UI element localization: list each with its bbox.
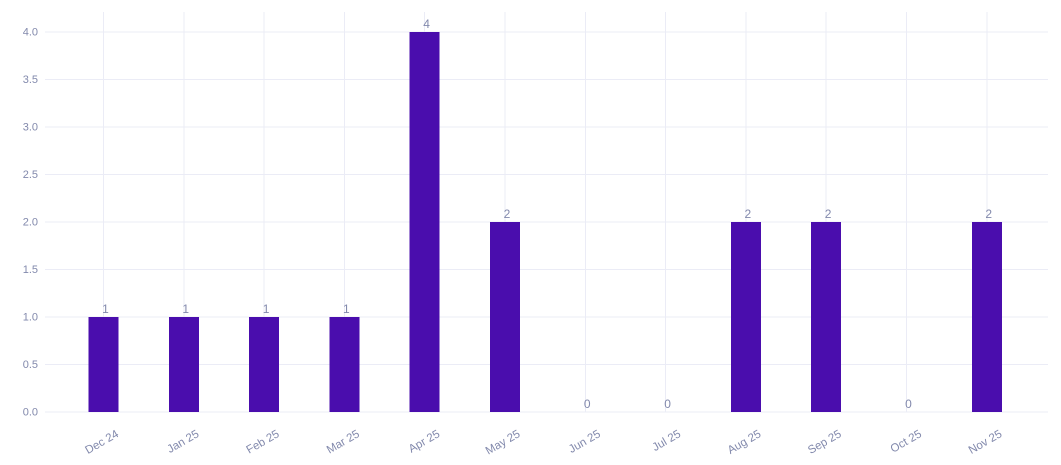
y-axis-tick-label: 1.0 [23, 312, 38, 324]
bar-value-label: 0 [905, 397, 912, 411]
y-axis-tick-label: 0.0 [23, 407, 38, 419]
x-axis-tick-label: Apr 25 [407, 428, 442, 455]
y-axis-tick-label: 0.5 [23, 359, 38, 371]
x-axis-tick-label: Nov 25 [967, 428, 1005, 457]
x-axis-tick-label: Mar 25 [325, 428, 362, 456]
x-axis-tick-label: Feb 25 [245, 428, 282, 456]
bar-value-label: 1 [102, 302, 109, 316]
bar-value-label: 2 [504, 207, 511, 221]
bar-nov-25[interactable] [971, 222, 1002, 412]
bar-mar-25[interactable] [329, 317, 360, 412]
bar-value-label: 1 [263, 302, 270, 316]
bar-sep-25[interactable] [811, 222, 842, 412]
bar-value-label: 4 [423, 17, 430, 31]
bar-value-label: 0 [584, 397, 591, 411]
bar-value-label: 1 [343, 302, 350, 316]
bar-jan-25[interactable] [168, 317, 199, 412]
bar-may-25[interactable] [489, 222, 520, 412]
y-axis-tick-label: 4.0 [23, 27, 38, 39]
bar-value-label: 2 [985, 207, 992, 221]
x-axis-tick-label: Jun 25 [567, 428, 603, 456]
bar-value-label: 1 [182, 302, 189, 316]
bar-value-label: 0 [664, 397, 671, 411]
x-axis-tick-label: May 25 [484, 428, 523, 457]
x-axis-tick-label: Oct 25 [889, 428, 924, 455]
bar-aug-25[interactable] [730, 222, 761, 412]
x-axis-tick-label: Sep 25 [806, 428, 844, 457]
y-axis-tick-label: 2.5 [23, 169, 38, 181]
y-axis-tick-label: 3.5 [23, 74, 38, 86]
x-axis-tick-label: Jan 25 [165, 428, 201, 456]
bar-feb-25[interactable] [249, 317, 280, 412]
x-axis-tick-label: Jul 25 [650, 428, 683, 454]
x-axis-tick-label: Aug 25 [726, 428, 764, 457]
bar-value-label: 2 [745, 207, 752, 221]
x-axis-tick-label: Dec 24 [83, 428, 121, 457]
y-axis-tick-label: 3.0 [23, 122, 38, 134]
bar-value-label: 2 [825, 207, 832, 221]
y-axis-tick-label: 2.0 [23, 217, 38, 229]
y-axis-tick-label: 1.5 [23, 264, 38, 276]
bar-apr-25[interactable] [409, 32, 440, 412]
bar-dec-24[interactable] [88, 317, 119, 412]
